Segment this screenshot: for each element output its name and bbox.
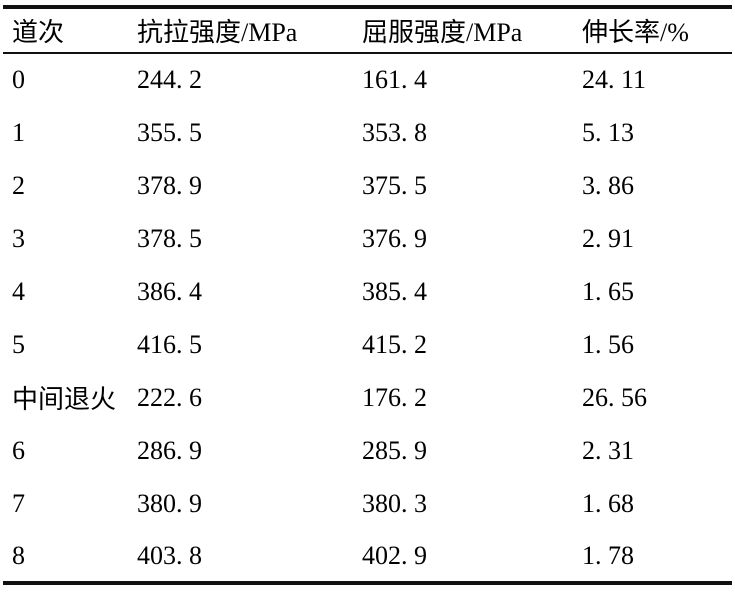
table-row: 3 378. 5 376. 9 2. 91: [3, 212, 732, 265]
table-cell: 353. 8: [362, 117, 427, 147]
table-cell: 380. 9: [137, 488, 202, 518]
table-row: 中间退火 222. 6 176. 2 26. 56: [3, 371, 732, 424]
table-cell: 中间退火: [12, 385, 117, 414]
table-cell: 8: [12, 540, 25, 570]
table-cell: 1. 65: [582, 276, 634, 306]
table-row: 4 386. 4 385. 4 1. 65: [3, 265, 732, 318]
table-cell: 1. 78: [582, 540, 634, 570]
table-cell: 375. 5: [362, 170, 427, 200]
table-cell: 2: [12, 170, 25, 200]
table-cell: 378. 5: [137, 223, 202, 253]
table-row: 7 380. 9 380. 3 1. 68: [3, 477, 732, 530]
table-cell: 7: [12, 488, 25, 518]
header-row: 道次 抗拉强度/MPa 屈服强度/MPa 伸长率/%: [3, 7, 732, 53]
table-cell: 285. 9: [362, 435, 427, 465]
table-row: 2 378. 9 375. 5 3. 86: [3, 159, 732, 212]
table-cell: 222. 6: [137, 382, 202, 412]
table-body: 0 244. 2 161. 4 24. 11 1 355. 5 353. 8 5. 13 2 37…: [3, 53, 732, 583]
table-cell: 161. 4: [362, 65, 427, 94]
column-header-0: 道次: [12, 18, 65, 47]
table-cell: 0: [12, 65, 25, 94]
table-cell: 416. 5: [137, 329, 202, 359]
table-cell: 385. 4: [362, 276, 427, 306]
column-header-3: 伸长率/%: [582, 18, 689, 47]
table-cell: 5. 13: [582, 117, 634, 147]
table-header: 道次 抗拉强度/MPa 屈服强度/MPa 伸长率/%: [3, 7, 732, 53]
table-row: 8 403. 8 402. 9 1. 78: [3, 530, 732, 583]
table-row: 0 244. 2 161. 4 24. 11: [3, 53, 732, 106]
table-cell: 6: [12, 435, 25, 465]
column-header-1: 抗拉强度/MPa: [137, 18, 298, 47]
table-cell: 176. 2: [362, 382, 427, 412]
table-cell: 286. 9: [137, 435, 202, 465]
table-cell: 402. 9: [362, 540, 427, 570]
table-cell: 26. 56: [582, 382, 647, 412]
table-cell: 386. 4: [137, 276, 202, 306]
table-cell: 380. 3: [362, 488, 427, 518]
column-header-2: 屈服强度/MPa: [362, 18, 523, 47]
table-cell: 2. 91: [582, 223, 634, 253]
mechanical-properties-table: 道次 抗拉强度/MPa 屈服强度/MPa 伸长率/% 0 244. 2 161. 4 24.…: [3, 5, 732, 585]
table-row: 6 286. 9 285. 9 2. 31: [3, 424, 732, 477]
table-cell: 1: [12, 117, 25, 147]
table-cell: 4: [12, 276, 25, 306]
table-cell: 1. 56: [582, 329, 634, 359]
table-cell: 376. 9: [362, 223, 427, 253]
table-cell: 403. 8: [137, 540, 202, 570]
table-cell: 3. 86: [582, 170, 634, 200]
table-cell: 415. 2: [362, 329, 427, 359]
table-row: 5 416. 5 415. 2 1. 56: [3, 318, 732, 371]
table-cell: 5: [12, 329, 25, 359]
table-cell: 24. 11: [582, 65, 647, 94]
table-cell: 355. 5: [137, 117, 202, 147]
table-row: 1 355. 5 353. 8 5. 13: [3, 106, 732, 159]
table-cell: 378. 9: [137, 170, 202, 200]
table-cell: 1. 68: [582, 488, 634, 518]
table-cell: 244. 2: [137, 65, 202, 94]
table-cell: 3: [12, 223, 25, 253]
table-cell: 2. 31: [582, 435, 634, 465]
